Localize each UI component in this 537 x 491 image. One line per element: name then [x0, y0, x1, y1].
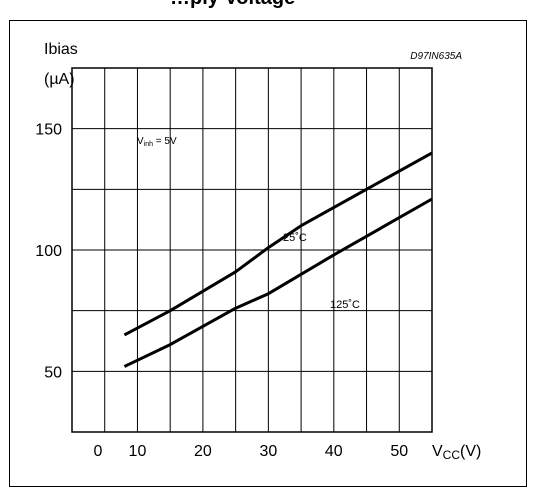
x-tick-label: 50: [390, 443, 408, 460]
x-axis-sub: CC: [443, 448, 461, 462]
y-axis-label: Ibias: [44, 41, 78, 58]
top-caption-strip: …ply Voltage: [0, 0, 537, 16]
y-tick-label: 50: [44, 364, 62, 381]
x-tick-label: 30: [259, 443, 277, 460]
y-tick-label: 150: [35, 122, 62, 139]
x-tick-label: 0: [94, 443, 103, 460]
note-main: V: [137, 136, 144, 147]
note-sub: inh: [144, 141, 153, 148]
x-tick-label: 10: [129, 443, 147, 460]
plot-border: [71, 67, 433, 433]
x-axis-unit: (V): [460, 443, 481, 460]
y-axis-unit: (µA): [44, 71, 75, 88]
y-tick-labels: 50 100 150: [35, 122, 62, 382]
figure-frame: [9, 20, 527, 487]
series-line-25c: [123, 151, 433, 337]
figure-caption: …ply Voltage: [170, 0, 470, 10]
grid: [71, 67, 433, 433]
x-axis-main: V: [432, 443, 443, 460]
condition-note: Vinh = 5V: [137, 136, 177, 148]
x-tick-labels: 0 10 20 30 40 50: [94, 443, 409, 460]
x-tick-label: 40: [325, 443, 343, 460]
series-label-125c: 125˚C: [330, 299, 360, 311]
x-axis-label: VCC(V): [432, 443, 481, 462]
series-label-25c: 25˚C: [283, 232, 307, 244]
x-tick-label: 20: [194, 443, 212, 460]
series-lines: [123, 151, 433, 368]
note-rest: = 5V: [153, 136, 177, 147]
figure-id: D97IN635A: [410, 51, 462, 62]
series-line-125c: [123, 197, 433, 368]
y-tick-label: 100: [35, 243, 62, 260]
